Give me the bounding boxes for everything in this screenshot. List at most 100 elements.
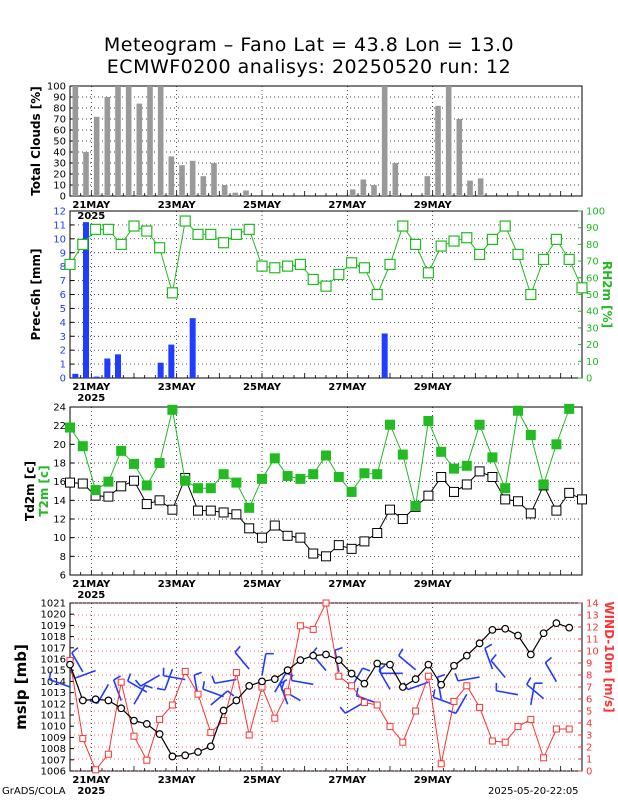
mslp-point — [283, 666, 292, 675]
wind-barb-flag — [334, 646, 343, 652]
cloud-bar — [371, 185, 377, 196]
y-tick-label: 80 — [53, 104, 66, 115]
y-tick-label: 24 — [53, 403, 66, 414]
y-tick-label: 60 — [53, 126, 66, 137]
wind-barb — [202, 688, 224, 698]
mslp-point — [181, 751, 190, 760]
y-tick-label: 1016 — [41, 655, 66, 666]
wind-barb-flag — [280, 681, 285, 690]
t2m-point — [77, 441, 88, 452]
wind-point — [181, 667, 189, 675]
mslp-point — [296, 656, 305, 665]
y-tick-label: 1018 — [41, 632, 66, 643]
mslp-point — [309, 651, 318, 660]
mslp-point — [565, 623, 574, 632]
wind-barb-flag — [156, 687, 166, 691]
wind-barb-flag — [454, 673, 459, 682]
t2m-point — [423, 416, 434, 426]
td2m-point — [359, 536, 370, 547]
wind-point — [220, 717, 228, 725]
y-tick-label: 1006 — [41, 767, 66, 778]
t2m-point — [269, 453, 280, 464]
mslp-point — [475, 639, 484, 648]
x-tick-label: 25MAY — [243, 579, 282, 590]
wind-point — [296, 622, 304, 630]
wind-point — [168, 701, 176, 709]
cloud-bar — [467, 180, 473, 196]
t2m-point — [461, 460, 472, 471]
wind-point — [207, 729, 215, 737]
wind-point — [271, 714, 279, 722]
wind-point — [143, 756, 151, 764]
rh-point — [269, 262, 281, 274]
wind-barb — [163, 674, 186, 681]
mslp-point — [450, 661, 458, 670]
rh-point — [77, 238, 89, 250]
wind-barb — [234, 651, 250, 670]
cloud-bar — [243, 190, 249, 196]
td2m-point — [205, 505, 216, 516]
y-tick-label: 8 — [60, 262, 66, 273]
t2m-point — [449, 463, 459, 474]
cloud-bar — [115, 86, 121, 196]
y2-tick-label: 1 — [586, 755, 592, 766]
t2m-point — [359, 468, 370, 479]
mslp-point — [539, 629, 548, 638]
cloud-bar — [381, 86, 388, 196]
cloud-bar — [435, 105, 441, 196]
wind-point — [565, 725, 573, 733]
x-tick-label: 25MAY — [243, 382, 282, 393]
cloud-bar — [189, 160, 196, 196]
wind-point — [104, 750, 112, 758]
y2-tick-label: 4 — [586, 719, 592, 730]
mslp-point — [322, 650, 330, 659]
y-tick-label: 1017 — [41, 643, 66, 654]
wind-barb — [261, 653, 267, 676]
y2-axis-label: WIND-10m [m/s] — [602, 601, 616, 712]
td2m-point — [129, 475, 139, 486]
t2m-point — [167, 404, 178, 415]
t2m-point — [141, 480, 152, 491]
t2m-point — [193, 483, 203, 494]
y-tick-label: 90 — [53, 93, 66, 104]
wind-barb — [210, 690, 229, 706]
t2m-point — [385, 419, 395, 430]
cloud-bar — [456, 119, 463, 196]
td2m-point — [577, 494, 587, 505]
y2-tick-label: 40 — [586, 307, 599, 318]
wind-point — [335, 672, 343, 680]
rh-point — [563, 253, 575, 266]
y2-tick-label: 10 — [586, 357, 599, 368]
y-tick-label: 40 — [53, 148, 66, 159]
wind-point — [501, 738, 509, 746]
wind-barb — [407, 681, 429, 691]
rh-point — [205, 228, 217, 240]
t2m-point — [397, 449, 408, 460]
footer-credit: GrADS/COLA — [2, 786, 66, 797]
y-tick-label: 4 — [60, 318, 66, 329]
t2m-point — [525, 430, 536, 440]
td2m-axis-label: Td2m [c] — [23, 461, 37, 521]
x-tick-label: 29MAY — [414, 579, 453, 590]
precip-bar — [83, 222, 89, 378]
wind-barb — [455, 693, 468, 714]
y-tick-label: 1015 — [41, 666, 66, 677]
rh-point — [230, 228, 242, 240]
y-tick-label: 1020 — [41, 610, 66, 621]
t2m-point — [295, 473, 306, 484]
wind-barb-flag — [279, 678, 288, 685]
y2-tick-label: 2 — [586, 743, 592, 754]
wind-barb-flag — [113, 675, 122, 681]
y-tick-label: 1007 — [41, 755, 66, 766]
cloud-bar — [200, 176, 207, 196]
mslp-point — [347, 669, 356, 678]
wind-barb-flag — [211, 675, 216, 684]
cloud-bar — [147, 86, 153, 196]
wind-barb-flag — [339, 706, 346, 714]
wind-barb-flag — [134, 679, 142, 687]
y-tick-label: 1 — [60, 360, 66, 371]
precip-bar — [157, 362, 164, 378]
y-tick-label: 1014 — [41, 677, 66, 688]
mslp-line — [69, 622, 570, 758]
rh-point — [294, 258, 306, 271]
